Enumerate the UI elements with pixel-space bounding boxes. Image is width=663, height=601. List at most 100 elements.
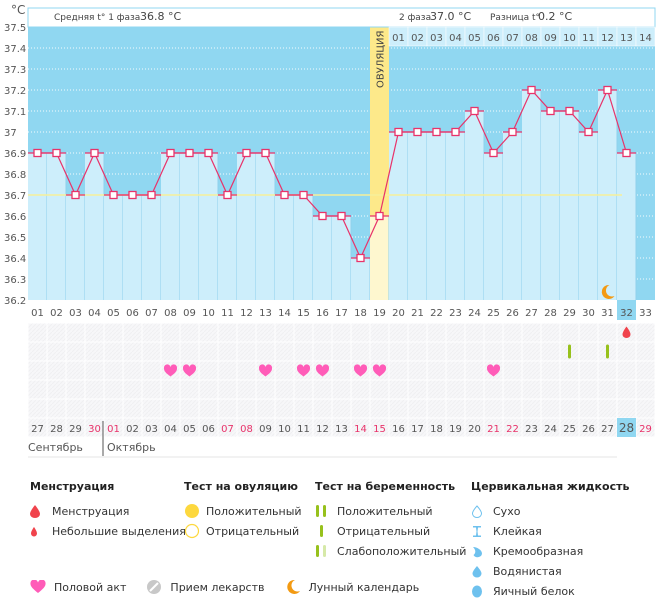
x-tick-label: 29 bbox=[563, 308, 576, 319]
temperature-point bbox=[603, 85, 612, 95]
event-cell bbox=[123, 342, 142, 361]
legend-label: Лунный календарь bbox=[308, 580, 420, 594]
y-tick-label: 36.8 bbox=[4, 170, 26, 181]
event-cell bbox=[66, 323, 85, 342]
temperature-bar bbox=[256, 153, 275, 300]
small-drop-icon bbox=[30, 526, 52, 537]
calendar-cell bbox=[503, 418, 522, 437]
event-cell bbox=[218, 342, 237, 361]
legend-ovulation-test: Тест на овуляцию Положительный Отрицател… bbox=[184, 480, 302, 541]
event-cell bbox=[541, 399, 560, 418]
x-tick-label: 30 bbox=[582, 308, 595, 319]
phase2-day-label: 10 bbox=[563, 33, 576, 44]
temperature-bar bbox=[161, 153, 180, 300]
event-cell bbox=[579, 342, 598, 361]
calendar-date: 05 bbox=[183, 424, 196, 435]
temperature-point bbox=[52, 148, 61, 158]
ovulation-column bbox=[370, 27, 389, 216]
event-cell bbox=[522, 399, 541, 418]
temperature-point bbox=[527, 85, 536, 95]
phase1-avg-label: Средняя t° 1 фаза bbox=[54, 13, 140, 23]
sun-filled-icon bbox=[184, 503, 206, 519]
calendar-cell bbox=[389, 418, 408, 437]
event-cell bbox=[617, 361, 636, 380]
calendar-cell bbox=[104, 418, 123, 437]
calendar-cell bbox=[218, 418, 237, 437]
event-cell bbox=[85, 361, 104, 380]
legend-label: Клейкая bbox=[493, 524, 542, 538]
calendar-date: 24 bbox=[544, 424, 557, 435]
event-cell bbox=[522, 323, 541, 342]
event-cell bbox=[161, 323, 180, 342]
event-cell bbox=[446, 380, 465, 399]
event-cell bbox=[123, 323, 142, 342]
event-cell bbox=[636, 399, 655, 418]
event-cell bbox=[465, 323, 484, 342]
temperature-point bbox=[109, 190, 118, 200]
y-tick-label: 36.9 bbox=[4, 149, 26, 160]
temperature-point bbox=[185, 148, 194, 158]
temperature-bar bbox=[389, 132, 408, 300]
event-cell bbox=[465, 342, 484, 361]
temperature-bar bbox=[560, 111, 579, 300]
temperature-bar bbox=[66, 195, 85, 300]
event-cell bbox=[85, 399, 104, 418]
heart-icon bbox=[315, 364, 330, 377]
temperature-bar bbox=[237, 153, 256, 300]
event-cell bbox=[408, 399, 427, 418]
phase2-day-label: 11 bbox=[582, 33, 595, 44]
calendar-date: 28 bbox=[50, 424, 63, 435]
y-tick-label: 37.2 bbox=[4, 86, 26, 97]
calendar-cell bbox=[66, 418, 85, 437]
event-cell bbox=[579, 380, 598, 399]
pill-icon bbox=[147, 580, 162, 594]
calendar-cell bbox=[541, 418, 560, 437]
event-cell bbox=[408, 380, 427, 399]
x-tick-label: 33 bbox=[639, 308, 652, 319]
event-cell bbox=[142, 342, 161, 361]
event-cell bbox=[522, 380, 541, 399]
x-tick-label: 12 bbox=[240, 308, 253, 319]
legend-cervical-fluid: Цервикальная жидкость Сухо Клейкая Кремо… bbox=[471, 480, 629, 601]
event-cell bbox=[47, 342, 66, 361]
calendar-date: 14 bbox=[354, 424, 367, 435]
pregnancy-test-negative-icon bbox=[568, 344, 571, 359]
legend-pregnancy-test: Тест на беременность Положительный Отриц… bbox=[315, 480, 466, 561]
calendar-date: 29 bbox=[69, 424, 82, 435]
event-cell bbox=[28, 342, 47, 361]
temperature-point bbox=[261, 148, 270, 158]
temperature-point bbox=[451, 127, 460, 137]
event-cell bbox=[427, 342, 446, 361]
phase2-label: 2 фаза bbox=[399, 13, 431, 23]
calendar-cell bbox=[313, 418, 332, 437]
event-cell bbox=[104, 399, 123, 418]
x-tick-label: 26 bbox=[506, 308, 519, 319]
y-tick-label: 37 bbox=[4, 128, 17, 139]
temperature-bar bbox=[484, 153, 503, 300]
y-tick-label: 36.7 bbox=[4, 191, 26, 202]
event-cell bbox=[598, 380, 617, 399]
legend-item: Положительный bbox=[184, 501, 302, 521]
event-cell bbox=[218, 380, 237, 399]
temperature-point bbox=[90, 148, 99, 158]
phase2-day-cell bbox=[635, 26, 656, 47]
event-cell bbox=[199, 380, 218, 399]
temperature-point bbox=[223, 190, 232, 200]
heart-icon bbox=[258, 364, 273, 377]
event-cell bbox=[218, 399, 237, 418]
calendar-date: 13 bbox=[335, 424, 348, 435]
event-cell bbox=[313, 342, 332, 361]
phase2-day-label: 08 bbox=[525, 33, 538, 44]
heart-icon bbox=[182, 364, 197, 377]
calendar-date: 29 bbox=[639, 424, 652, 435]
event-cell bbox=[313, 380, 332, 399]
x-tick-label: 03 bbox=[69, 308, 82, 319]
event-cell bbox=[256, 342, 275, 361]
event-cell bbox=[123, 399, 142, 418]
y-tick-label: 36.6 bbox=[4, 212, 26, 223]
calendar-cell bbox=[237, 418, 256, 437]
calendar-date: 11 bbox=[297, 424, 310, 435]
phase2-day-label: 04 bbox=[449, 33, 462, 44]
temperature-bar bbox=[465, 111, 484, 300]
event-cell bbox=[142, 380, 161, 399]
